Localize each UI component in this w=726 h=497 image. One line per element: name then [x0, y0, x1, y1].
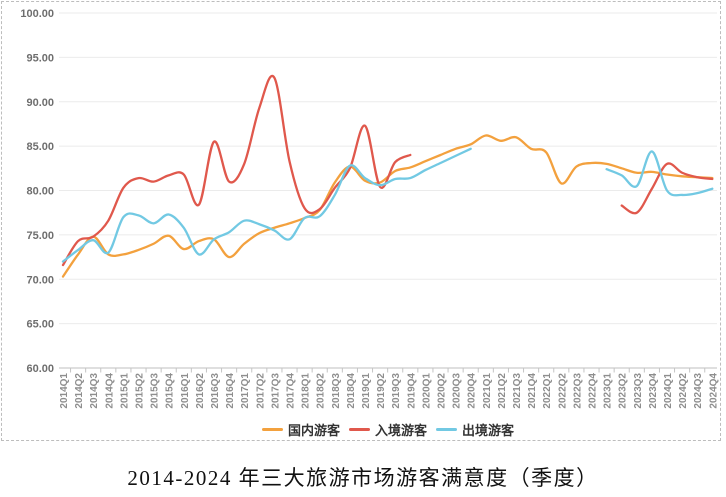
x-axis-label: 2017Q4: [286, 373, 297, 409]
x-axis-label: 2016Q3: [210, 373, 221, 409]
legend-swatch-domestic: [261, 427, 283, 431]
series-line-domestic: [61, 134, 714, 278]
x-axis-label: 2016Q2: [195, 373, 206, 409]
y-axis-label: 95.00: [26, 52, 54, 64]
satisfaction-line-chart: 100.00 95.00 90.00 85.00 80.00 75.00 70.00 65.0…: [20, 8, 719, 409]
y-axis-label: 60.00: [26, 363, 54, 375]
x-axis-label: 2020Q4: [467, 373, 478, 409]
legend-item-domestic: 国内游客: [261, 420, 340, 439]
legend-label-outbound: 出境游客: [462, 422, 515, 438]
y-axis-label: 80.00: [26, 186, 54, 198]
x-axis-label: 2015Q1: [119, 373, 130, 409]
x-axis-label: 2024Q1: [663, 373, 674, 409]
legend-label-inbound: 入境游客: [374, 422, 427, 438]
x-axis-label: 2021Q4: [527, 373, 538, 409]
legend-item-inbound: 入境游客: [348, 420, 427, 439]
x-axis-label: 2023Q1: [603, 373, 614, 409]
x-axis-label: 2020Q1: [421, 373, 432, 409]
x-axis-label: 2019Q1: [361, 373, 372, 409]
x-axis-label: 2017Q1: [240, 373, 251, 409]
x-axis-label: 2015Q2: [135, 373, 146, 409]
x-axis-label: 2024Q4: [708, 373, 719, 409]
x-axis-label: 2024Q3: [693, 373, 704, 409]
x-axis-label: 2014Q2: [74, 373, 85, 409]
x-axis-label: 2018Q3: [331, 373, 342, 409]
legend-label-domestic: 国内游客: [287, 422, 340, 438]
series-line-outbound: [605, 150, 714, 197]
chart-caption: 2014-2024 年三大旅游市场游客满意度（季度）: [127, 466, 599, 490]
x-axis-label: 2022Q1: [542, 373, 553, 409]
x-axis-label: 2020Q3: [452, 373, 463, 409]
x-axis-label: 2016Q1: [180, 373, 191, 409]
x-axis-label: 2016Q4: [225, 373, 236, 409]
x-axis-label: 2023Q4: [648, 373, 659, 409]
x-axis-label: 2022Q4: [588, 373, 599, 409]
x-axis-label: 2018Q1: [301, 373, 312, 409]
x-axis-label: 2024Q2: [678, 373, 689, 409]
y-axis-label: 75.00: [26, 230, 54, 242]
legend-swatch-inbound: [348, 427, 370, 431]
y-axis-label: 65.00: [26, 319, 54, 331]
y-axis-label: 90.00: [26, 97, 54, 109]
x-axis-label: 2021Q1: [482, 373, 493, 409]
series-line-inbound: [61, 74, 412, 267]
x-axis-label: 2015Q3: [150, 373, 161, 409]
x-axis-label: 2023Q2: [618, 373, 629, 409]
x-axis-label: 2018Q2: [316, 373, 327, 409]
x-axis-label: 2017Q3: [270, 373, 281, 409]
x-axis-label: 2015Q4: [165, 373, 176, 409]
x-axis-label: 2021Q2: [497, 373, 508, 409]
x-axis-label: 2014Q4: [104, 373, 115, 409]
y-axis-label: 70.00: [26, 274, 54, 286]
series-line-inbound: [620, 162, 714, 215]
y-axis-label: 100.00: [20, 8, 54, 20]
x-axis-label: 2022Q2: [557, 373, 568, 409]
x-axis-label: 2018Q4: [346, 373, 357, 409]
legend-swatch-outbound: [436, 427, 457, 431]
x-axis-label: 2021Q3: [512, 373, 523, 409]
x-axis-label: 2023Q3: [633, 373, 644, 409]
x-axis-label: 2017Q2: [255, 373, 266, 409]
x-axis-label: 2014Q3: [89, 373, 100, 409]
x-axis-label: 2022Q3: [572, 373, 583, 409]
x-axis-label: 2020Q2: [437, 373, 448, 409]
y-axis-label: 85.00: [26, 141, 54, 153]
x-axis-label: 2019Q2: [376, 373, 387, 409]
x-axis-label: 2014Q1: [59, 373, 70, 409]
chart-legend: 国内游客 入境游客 出境游客: [60, 420, 716, 438]
legend-item-outbound: 出境游客: [436, 420, 514, 439]
series-line-outbound: [61, 147, 472, 263]
x-axis-label: 2019Q4: [406, 373, 417, 409]
x-axis-label: 2019Q3: [391, 373, 402, 409]
